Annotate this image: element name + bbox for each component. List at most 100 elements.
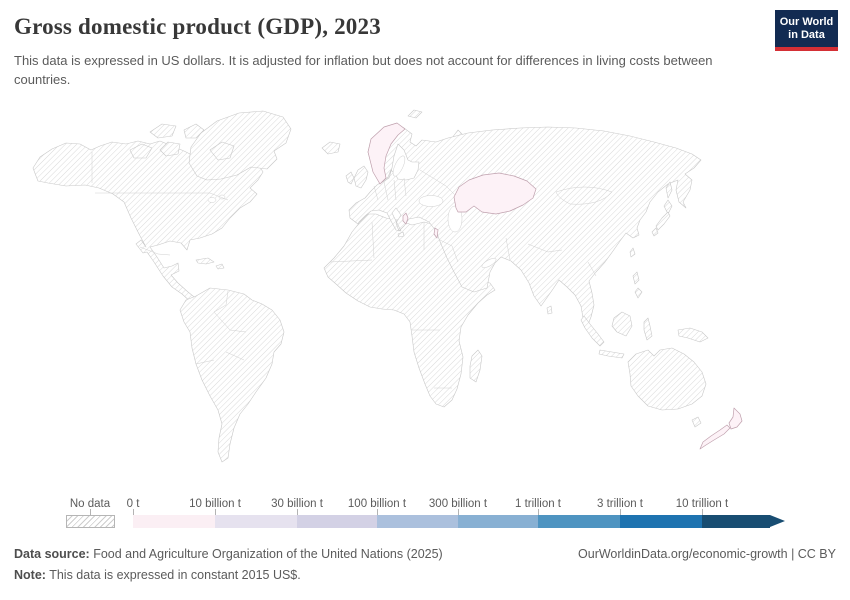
border-europe [383, 181, 389, 201]
legend-tick [458, 509, 459, 515]
country-java[interactable] [598, 349, 625, 359]
persian-gulf [481, 257, 497, 269]
border-africa [329, 259, 373, 263]
page-title: Gross domestic product (GDP), 2023 [14, 14, 381, 39]
legend-bin-300b[interactable] [458, 515, 538, 528]
legend-tick [215, 509, 216, 515]
country-sulawesi[interactable] [643, 317, 653, 341]
legend-tick [297, 509, 298, 515]
country-madagascar[interactable] [469, 349, 483, 383]
border-se-asia [587, 261, 597, 277]
legend-bin-label: 1 trillion t [514, 498, 562, 510]
country-israel[interactable] [433, 227, 439, 239]
legend-tick [133, 509, 134, 515]
owid-link[interactable]: OurWorldinData.org/economic-growth | CC … [578, 547, 836, 561]
black-sea [418, 195, 444, 207]
country-japan-hokkaido[interactable] [663, 199, 673, 215]
border-middle-east [439, 239, 459, 263]
legend-bin-100b[interactable] [377, 515, 458, 528]
country-sri-lanka[interactable] [546, 305, 553, 315]
legend-bin-1t[interactable] [538, 515, 620, 528]
border-russia-south [419, 169, 457, 197]
note-text: This data is expressed in constant 2015 … [45, 568, 301, 582]
country-ireland[interactable] [345, 171, 355, 185]
sakhalin[interactable] [665, 181, 673, 199]
sicily[interactable] [397, 231, 405, 238]
border-south-america [213, 290, 247, 333]
country-greenland[interactable] [188, 110, 292, 181]
legend-no-data-swatch[interactable] [66, 515, 115, 528]
country-new-zealand-south[interactable] [699, 424, 731, 450]
legend-bin-10t[interactable] [702, 515, 770, 528]
country-japan-honshu[interactable] [655, 211, 671, 231]
country-new-zealand-north[interactable] [728, 407, 743, 430]
note-label: Note: [14, 568, 46, 582]
arctic-island[interactable] [129, 143, 153, 159]
country-iceland[interactable] [321, 141, 341, 155]
arctic-island[interactable] [209, 141, 235, 161]
arctic-island[interactable] [183, 123, 205, 139]
owid-logo[interactable]: Our World in Data [775, 10, 838, 51]
border-europe [403, 177, 407, 197]
data-source-label: Data source: [14, 547, 90, 561]
owid-logo-line2: in Data [788, 29, 825, 41]
border-south-america [195, 359, 215, 365]
arctic-island[interactable] [149, 123, 177, 139]
legend-bin-10b[interactable] [215, 515, 297, 528]
legend-no-data-label: No data [69, 498, 111, 510]
legend-arrow [770, 515, 785, 527]
note-line: Note: This data is expressed in constant… [14, 568, 301, 582]
caspian-sea [447, 205, 463, 233]
country-cuba[interactable] [195, 257, 215, 265]
arctic-island[interactable] [159, 141, 181, 157]
legend-tick [90, 509, 91, 515]
country-kazakhstan[interactable] [453, 172, 537, 215]
baltic-sea [392, 155, 406, 177]
border-europe [373, 185, 379, 201]
legend-bin-label: 3 trillion t [596, 498, 644, 510]
country-borneo[interactable] [611, 311, 633, 337]
legend-bin-label: 10 trillion t [675, 498, 729, 510]
country-eurasia[interactable] [348, 123, 702, 328]
legend-bin-3t[interactable] [620, 515, 702, 528]
svalbard[interactable] [407, 109, 423, 119]
country-philippines[interactable] [632, 271, 640, 285]
border-south-america [225, 351, 245, 361]
great-lake [207, 197, 217, 203]
legend-bin-label: 10 billion t [189, 498, 241, 510]
legend-tick [620, 509, 621, 515]
border-iran-pakistan [505, 237, 511, 261]
legend-tick [377, 509, 378, 515]
legend-bin-30b[interactable] [297, 515, 377, 528]
country-tasmania[interactable] [691, 416, 702, 428]
country-south-america[interactable] [179, 287, 285, 463]
border-china-india [527, 243, 563, 253]
legend-tick [702, 509, 703, 515]
chart-subtitle: This data is expressed in US dollars. It… [14, 53, 713, 87]
legend-tick [538, 509, 539, 515]
country-taiwan[interactable] [629, 247, 636, 258]
border-us-canada [95, 192, 229, 201]
owid-logo-line1: Our World [779, 16, 834, 28]
country-new-guinea[interactable] [677, 327, 709, 343]
border-mongolia [555, 186, 613, 205]
legend-bin-label: 30 billion t [271, 498, 323, 510]
country-sumatra[interactable] [580, 315, 605, 347]
legend-bin-0t[interactable] [133, 515, 215, 528]
country-north-america[interactable] [32, 140, 264, 312]
country-united-kingdom[interactable] [353, 165, 369, 189]
country-albania[interactable] [402, 212, 409, 225]
border-europe [393, 179, 397, 201]
legend-bin-label: 100 billion t [347, 498, 407, 510]
country-hispaniola[interactable] [215, 263, 225, 270]
legend-bin-label: 0 t [126, 498, 140, 510]
country-australia[interactable] [627, 347, 707, 411]
country-philippines-south[interactable] [634, 287, 643, 299]
legend-bin-label: 300 billion t [428, 498, 488, 510]
border-us-mexico [139, 246, 171, 256]
legend-color-bar [133, 515, 770, 528]
country-japan-kyushu[interactable] [651, 227, 659, 237]
border-africa [371, 221, 375, 259]
country-norway[interactable] [367, 122, 406, 185]
